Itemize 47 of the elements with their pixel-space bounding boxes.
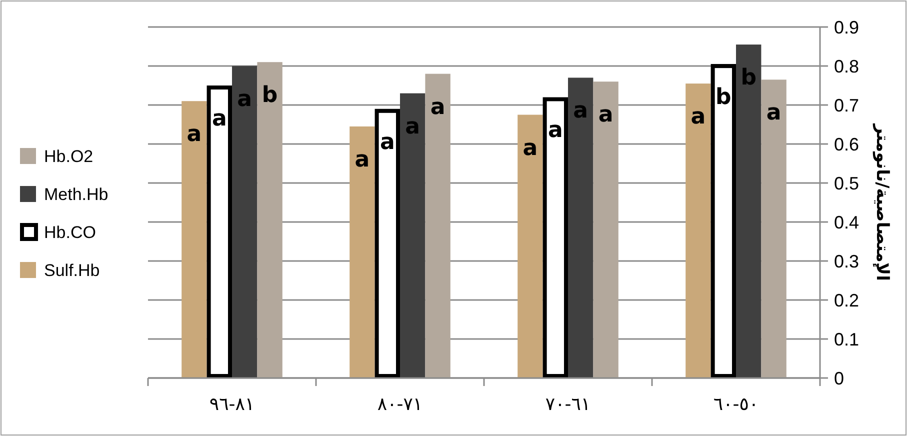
bar xyxy=(568,78,594,378)
data-label: a xyxy=(354,147,370,172)
bar xyxy=(686,84,711,378)
bar xyxy=(518,114,543,378)
data-label: a xyxy=(212,106,227,132)
bar xyxy=(350,126,375,378)
y-tick-label: 0.8 xyxy=(834,56,860,76)
y-tick-label: 0.6 xyxy=(834,134,860,154)
bar xyxy=(400,93,426,378)
data-label: b xyxy=(716,85,732,110)
bar xyxy=(761,80,786,378)
data-label: a xyxy=(766,100,782,126)
y-tick-label: 0.4 xyxy=(834,212,860,232)
data-label: a xyxy=(380,130,395,155)
x-tick-label: ٥٠-٦٠ xyxy=(713,394,759,415)
data-label: a xyxy=(573,98,588,124)
data-label: a xyxy=(405,114,420,140)
data-label: a xyxy=(430,94,446,120)
data-label: a xyxy=(237,87,252,112)
bar xyxy=(182,101,207,378)
x-tick-label: ٨١-٩٦ xyxy=(209,394,255,415)
data-label: a xyxy=(186,122,202,148)
legend-label: Hb.O2 xyxy=(44,146,94,166)
data-label: b xyxy=(740,66,756,91)
data-label: b xyxy=(262,83,278,108)
y-tick-label: 0.1 xyxy=(834,329,860,350)
bar xyxy=(232,66,258,378)
y-tick-label: 0.9 xyxy=(834,17,860,38)
bar xyxy=(593,82,618,378)
y-tick-label: 0.2 xyxy=(834,290,860,310)
x-tick-label: ٦١-٧٠ xyxy=(545,394,591,415)
data-label: a xyxy=(598,102,614,128)
data-label: a xyxy=(690,104,706,130)
x-tick-label: ٧١-٨٠ xyxy=(377,394,423,415)
y-tick-label: 0.3 xyxy=(834,251,860,272)
y-tick-label: 0.5 xyxy=(834,173,860,194)
bar xyxy=(736,44,762,378)
legend-label: Hb.CO xyxy=(44,222,96,242)
legend-label: Sulf.Hb xyxy=(44,260,100,280)
y-axis-title: الإمتصاصية/نانومتر xyxy=(872,123,892,281)
y-tick-label: 0 xyxy=(834,368,844,388)
data-label: a xyxy=(548,118,563,144)
bar xyxy=(257,62,282,378)
legend-label: Meth.Hb xyxy=(44,184,108,204)
y-tick-label: 0.7 xyxy=(834,95,860,116)
data-label: a xyxy=(522,136,538,161)
bar xyxy=(425,74,450,378)
